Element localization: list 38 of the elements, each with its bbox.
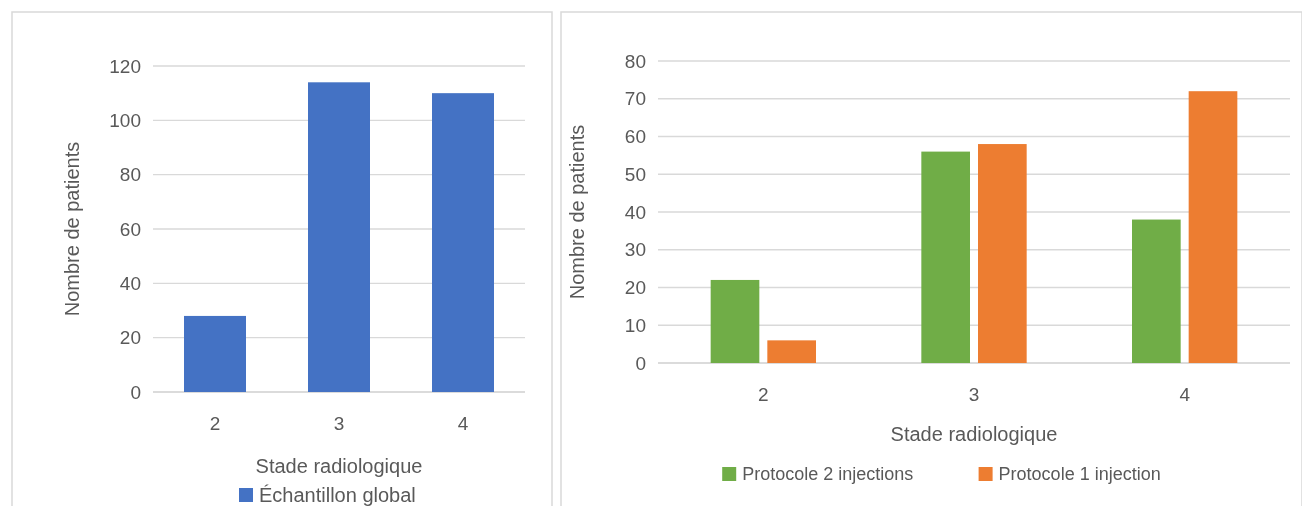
- x-axis-title: Stade radiologique: [255, 455, 423, 477]
- x-tick-label: 4: [457, 413, 469, 434]
- x-tick-label: 2: [758, 384, 769, 405]
- bar: [767, 340, 816, 363]
- x-tick-label: 3: [968, 384, 980, 405]
- y-tick-label: 30: [624, 239, 646, 261]
- bar: [184, 315, 246, 392]
- bar: [978, 144, 1027, 363]
- y-tick-label: 80: [624, 50, 646, 72]
- legend-label: Protocole 1 injection: [998, 464, 1161, 484]
- y-tick-label: 100: [109, 109, 141, 131]
- legend-label: Échantillon global: [259, 484, 416, 506]
- y-tick-label: 80: [119, 164, 141, 186]
- y-tick-label: 50: [624, 163, 646, 185]
- y-tick-label: 60: [624, 126, 646, 148]
- y-axis-title: Nombre de patients: [61, 141, 83, 317]
- y-tick-label: 0: [635, 352, 646, 374]
- y-tick-label: 120: [109, 55, 141, 77]
- y-axis-title: Nombre de patients: [566, 124, 588, 300]
- legend-label: Protocole 2 injections: [742, 464, 914, 484]
- y-tick-label: 40: [624, 201, 646, 223]
- bar: [710, 279, 760, 363]
- y-tick-label: 40: [119, 272, 141, 294]
- bar: [921, 151, 970, 363]
- y-tick-label: 0: [130, 381, 141, 403]
- y-tick-label: 10: [624, 314, 646, 336]
- x-axis-title: Stade radiologique: [890, 423, 1058, 445]
- y-tick-label: 20: [119, 327, 141, 349]
- y-tick-label: 20: [624, 277, 646, 299]
- x-tick-label: 4: [1179, 384, 1191, 405]
- y-tick-label: 70: [624, 88, 646, 110]
- x-tick-label: 2: [209, 413, 221, 434]
- bar: [308, 82, 370, 392]
- x-tick-label: 3: [333, 413, 345, 434]
- bar: [1132, 219, 1181, 363]
- bar: [1188, 91, 1238, 363]
- bar: [432, 93, 494, 392]
- y-tick-label: 60: [119, 218, 141, 240]
